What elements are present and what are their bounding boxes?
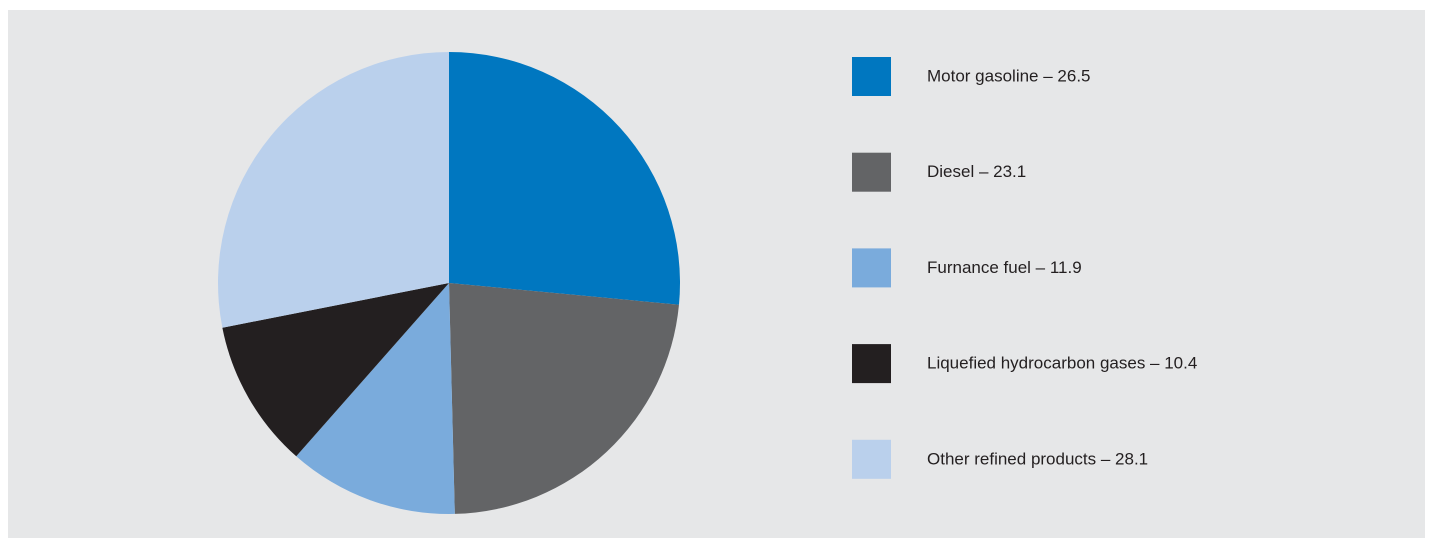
legend-label: Diesel – 23.1 — [927, 162, 1026, 181]
pie-slice — [296, 283, 455, 515]
legend-swatch — [852, 439, 891, 479]
legend-swatch — [852, 344, 891, 384]
legend-label: Motor gasoline – 26.5 — [927, 66, 1091, 85]
legend-label: Furnance fuel – 11.9 — [927, 258, 1082, 277]
legend-label: Other refined products – 28.1 — [927, 449, 1148, 468]
pie-slice — [218, 52, 449, 328]
legend-swatch — [852, 57, 891, 96]
pie-slice — [449, 52, 680, 305]
legend-swatch — [852, 248, 891, 288]
pie-slice — [449, 283, 679, 514]
pie-slice — [222, 283, 449, 457]
legend-label: Liquefied hydrocarbon gases – 10.4 — [927, 354, 1197, 373]
legend-swatch — [852, 152, 891, 192]
